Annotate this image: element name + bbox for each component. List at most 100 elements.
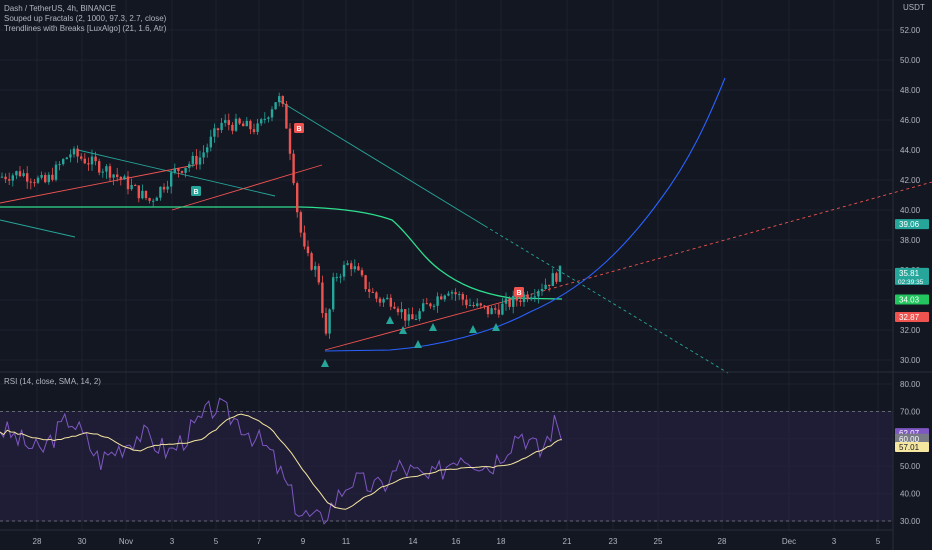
trendline-support-mid xyxy=(171,164,323,211)
trendline-resistance-ext xyxy=(484,225,729,374)
x-tick-label: 5 xyxy=(876,537,881,546)
candle-body xyxy=(134,185,137,187)
candle-body xyxy=(51,174,54,180)
candle-body xyxy=(350,263,353,270)
x-tick-label: 5 xyxy=(214,537,219,546)
candle-body xyxy=(378,298,382,303)
ma-line xyxy=(0,206,563,300)
candle-body xyxy=(447,293,450,296)
x-tick-label: 25 xyxy=(654,537,663,546)
candle-body xyxy=(400,309,403,313)
y-tick-label: 44.00 xyxy=(900,146,921,155)
rsi-band-fill xyxy=(0,411,893,521)
candle-body xyxy=(242,123,245,127)
candle-body xyxy=(303,232,306,247)
candle-body xyxy=(540,289,544,292)
candle-body xyxy=(486,306,490,315)
x-tick-label: 21 xyxy=(563,537,572,546)
candle-body xyxy=(101,171,104,173)
price-label-countdown: 02:39:35 xyxy=(898,279,924,286)
fractal-up-triangle xyxy=(429,323,437,331)
candle-body xyxy=(292,153,295,184)
candle-body xyxy=(105,166,108,172)
y-tick-label: 46.00 xyxy=(900,116,921,125)
rsi-band xyxy=(0,411,893,522)
candle-body xyxy=(515,295,518,301)
candle-body xyxy=(80,156,83,159)
candle-body xyxy=(184,167,187,173)
candle-body xyxy=(461,294,464,300)
price-label-text: 32.87 xyxy=(899,313,920,322)
candle-body xyxy=(195,155,198,165)
candle-body xyxy=(47,174,50,183)
x-tick-label: Dec xyxy=(782,537,796,546)
y-tick-label: 32.00 xyxy=(900,326,921,335)
y-tick-label: 52.00 xyxy=(900,26,921,35)
indicator-fractals-label[interactable]: Souped up Fractals (2, 1000, 97.3, 2.7, … xyxy=(4,14,167,23)
symbol-title[interactable]: Dash / TetherUS, 4h, BINANCE xyxy=(4,4,116,13)
candle-body xyxy=(58,164,61,166)
break-marker-text: B xyxy=(193,189,198,196)
fractal-up-triangle xyxy=(386,316,394,324)
candle-body xyxy=(476,303,479,306)
trendline-resistance xyxy=(277,99,486,227)
price-label-text: 39.06 xyxy=(899,220,920,229)
candle-body xyxy=(90,156,94,165)
candle-body xyxy=(76,148,79,157)
trendline-support-left xyxy=(0,164,196,204)
candle-body xyxy=(260,119,263,124)
candle-body xyxy=(501,303,504,315)
indicator-trendlines-label[interactable]: Trendlines with Breaks [LuxAlgo] (21, 1.… xyxy=(4,24,167,33)
candle-body xyxy=(494,308,497,310)
x-tick-label: 28 xyxy=(718,537,727,546)
candle-body xyxy=(371,291,374,293)
fractal-up-triangle xyxy=(321,359,329,367)
candle-body xyxy=(490,308,493,315)
indicator-lines xyxy=(0,77,932,374)
candles[interactable] xyxy=(0,92,562,339)
candle-body xyxy=(83,158,86,164)
candle-body xyxy=(209,136,212,148)
y-tick-label: 40.00 xyxy=(900,206,921,215)
price-label-box xyxy=(895,294,929,305)
candle-body xyxy=(299,212,302,233)
candle-body xyxy=(306,246,310,254)
candle-body xyxy=(468,305,472,307)
trendline-support-low xyxy=(324,295,526,351)
rsi-tick-label: 30.00 xyxy=(900,517,921,526)
fractal-up-triangle xyxy=(414,340,422,348)
candle-body xyxy=(310,253,313,270)
x-tick-label: 30 xyxy=(78,537,87,546)
candle-body xyxy=(357,266,360,271)
candle-body xyxy=(144,190,148,199)
candle-body xyxy=(220,122,223,131)
candle-body xyxy=(530,297,533,300)
candle-body xyxy=(249,120,252,130)
candle-body xyxy=(54,164,58,180)
x-tick-label: Nov xyxy=(119,537,133,546)
markers: B B B xyxy=(191,123,524,367)
y-tick-label: 50.00 xyxy=(900,56,921,65)
fractal-curve xyxy=(324,77,726,352)
candle-body xyxy=(522,294,526,302)
candle-body xyxy=(188,164,191,168)
candle-body xyxy=(8,179,11,181)
x-tick-label: 23 xyxy=(609,537,618,546)
candle-body xyxy=(537,291,540,297)
candle-body xyxy=(256,123,259,132)
trendline-support-ext xyxy=(524,181,932,297)
candle-body xyxy=(130,185,133,190)
candle-body xyxy=(224,120,227,123)
candle-body xyxy=(285,103,288,129)
candle-body xyxy=(173,168,176,173)
candle-body xyxy=(4,176,7,180)
price-label-box xyxy=(895,311,929,322)
y-tick-label: 48.00 xyxy=(900,86,921,95)
rsi-legend[interactable]: RSI (14, close, SMA, 14, 2) xyxy=(4,377,101,386)
candle-body xyxy=(180,171,184,173)
candle-body xyxy=(26,173,29,182)
rsi-tick-label: 80.00 xyxy=(900,380,921,389)
